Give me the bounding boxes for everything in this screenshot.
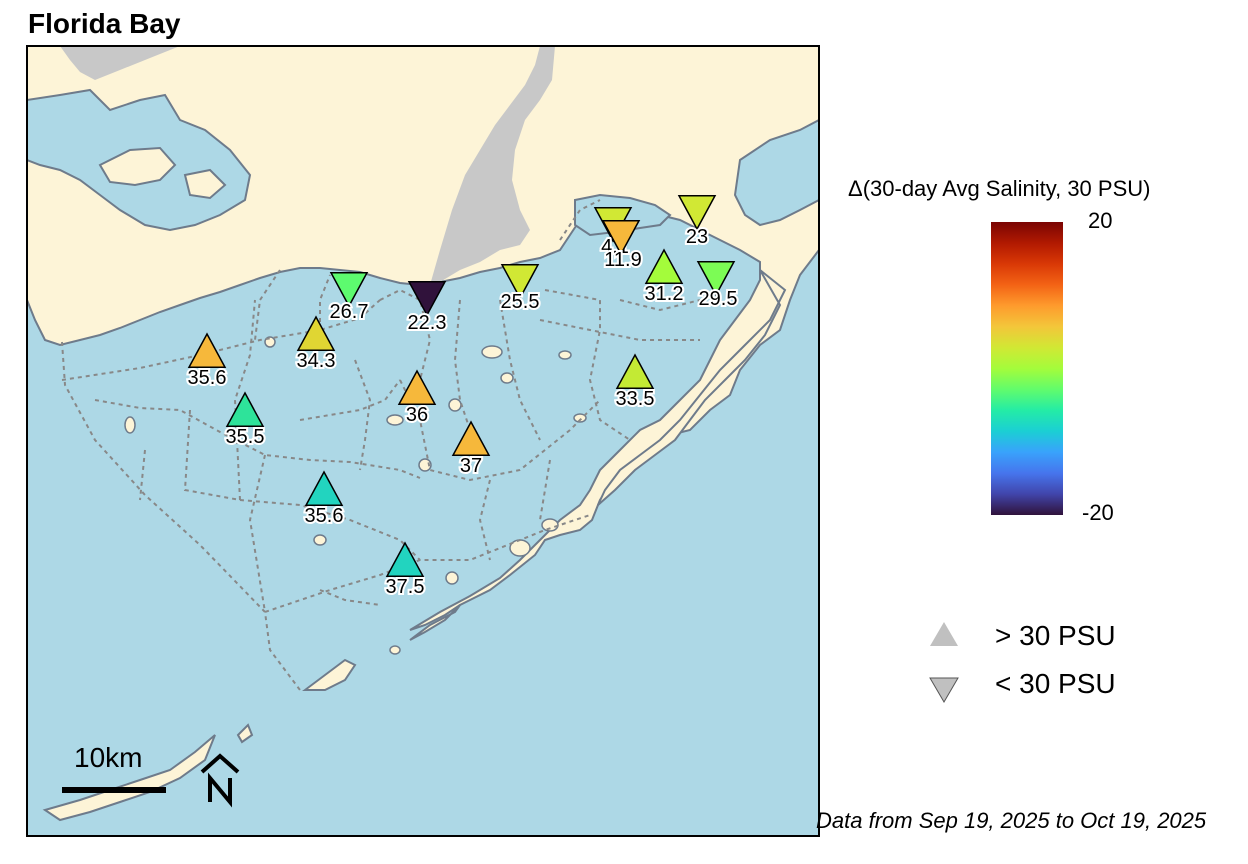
station-value-label: 26.7 (330, 301, 369, 323)
inland-gray-area-2 (430, 46, 555, 285)
station-value-label: 35.6 (188, 367, 227, 389)
station-value-label: 23 (686, 226, 708, 248)
station-value-label: 11.9 (604, 249, 641, 271)
station-value-label: 35.5 (226, 426, 265, 448)
source-note: Data from Sep 19, 2025 to Oct 19, 2025 (816, 808, 1207, 833)
legend-triangle-up-icon (930, 622, 958, 646)
station-triangle-up-icon (615, 353, 655, 390)
station-value-label: 37 (460, 455, 482, 477)
station-triangle-down-icon (696, 260, 736, 297)
colorbar-title: Δ(30-day Avg Salinity, 30 PSU) (848, 176, 1151, 201)
legend-triangle-down-icon (929, 677, 959, 703)
basin-boundaries (61, 199, 701, 691)
inland-gray-area (60, 46, 180, 80)
station-markers: 35.6 34.3 35.5 36 37 35.6 37.5 33.5 31.2 26.7 22.3… (186, 194, 739, 600)
station-value-label: 31.2 (645, 283, 684, 305)
station-triangle-down-icon (500, 263, 540, 300)
station-value-label: 22.3 (408, 312, 447, 334)
station-triangle-up-icon (385, 541, 425, 578)
station-triangle-up-icon (644, 248, 684, 285)
keys-chain (597, 269, 787, 506)
map-frame (26, 45, 820, 837)
station-triangle-up-icon (451, 420, 491, 457)
inland-lake-2 (733, 118, 819, 227)
station-triangle-up-icon (304, 470, 344, 507)
lake-island (98, 146, 177, 187)
station-triangle-down-icon (601, 219, 641, 256)
station-triangle-up-icon (296, 315, 336, 352)
colorbar-max-label: 20 (1088, 208, 1113, 233)
bay-islands (124, 336, 587, 655)
colorbar-min-label: -20 (1082, 500, 1114, 525)
north-arrow-icon (200, 753, 240, 808)
scale-bar-label: 10km (74, 742, 143, 773)
station-value-label: 35.6 (305, 505, 344, 527)
map-title: Florida Bay (28, 8, 181, 39)
station-triangle-down-icon (677, 194, 717, 231)
station-triangle-down-icon (407, 280, 447, 317)
station-value-label: 36 (406, 404, 428, 426)
southern-key-2 (302, 658, 357, 691)
station-triangle-down-icon (329, 271, 369, 308)
southern-key (409, 604, 461, 641)
colorbar (991, 222, 1063, 515)
legend-up-label: > 30 PSU (995, 620, 1116, 651)
lake-island-2 (183, 168, 227, 200)
map-panel: 35.6 34.3 35.5 36 37 35.6 37.5 33.5 31.2 26.7 22.3… (27, 46, 819, 836)
station-value-label: 29.5 (699, 288, 738, 310)
legend-down-label: < 30 PSU (995, 668, 1116, 699)
station-triangle-up-icon (397, 369, 437, 406)
station-value-label: 33.5 (616, 388, 655, 410)
station-value-label: 25.5 (501, 291, 540, 313)
station-value-label: 34.3 (297, 350, 336, 372)
station-triangle-up-icon (225, 391, 265, 428)
station-triangle-up-icon (187, 332, 227, 369)
southwest-key-2 (236, 723, 254, 744)
station-value-label: 37.5 (386, 576, 425, 598)
